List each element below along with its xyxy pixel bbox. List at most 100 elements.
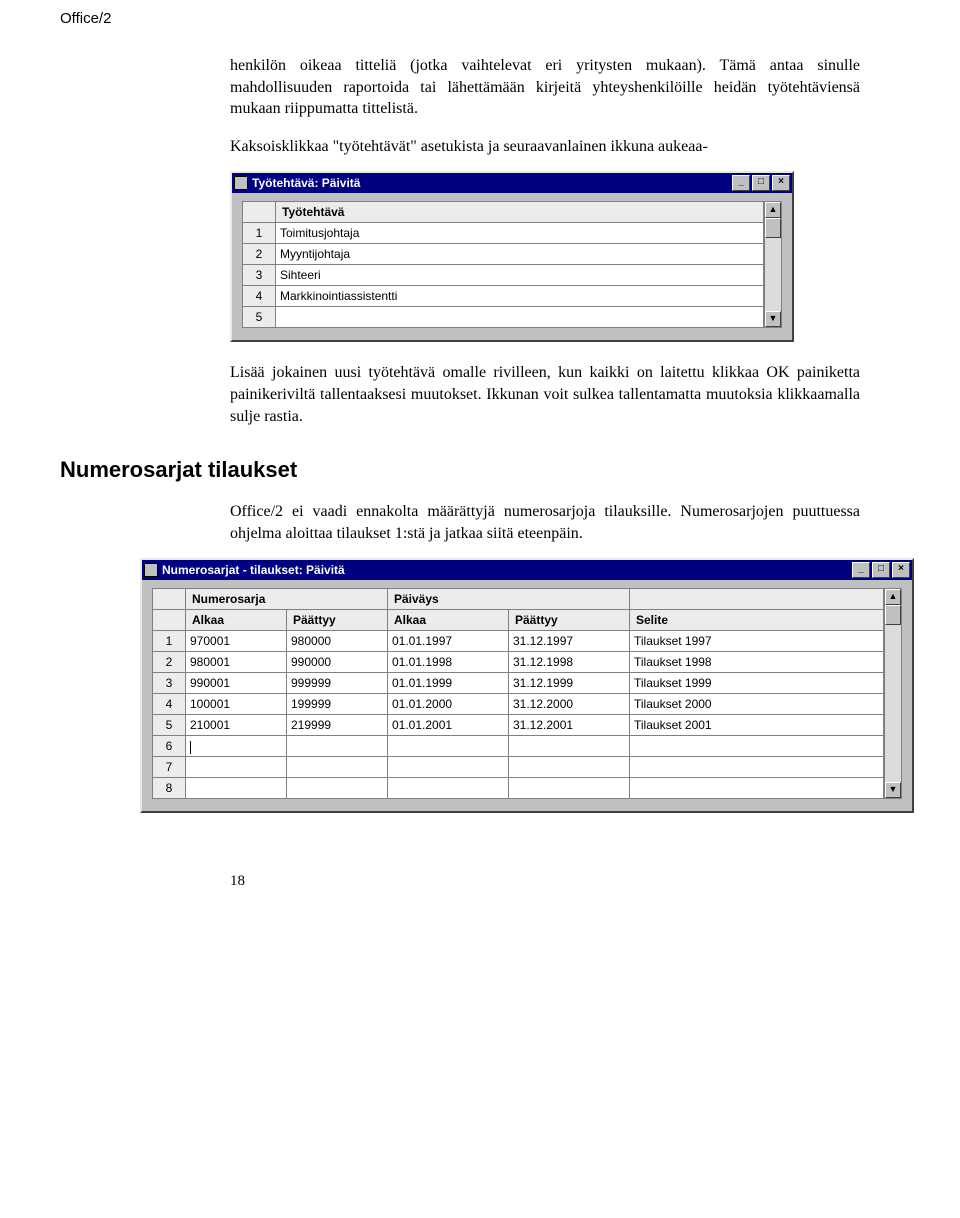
table-row[interactable]: 2 980001 990000 01.01.1998 31.12.1998 Ti… [153, 652, 884, 673]
row-number: 5 [243, 307, 276, 328]
tyotehtava-table[interactable]: Työtehtävä 1 Toimitusjohtaja 2 Myyntijoh… [242, 201, 764, 328]
scroll-down-icon[interactable]: ▼ [765, 311, 781, 327]
paragraph-after-win1: Lisää jokainen uusi työtehtävä omalle ri… [230, 362, 860, 427]
cell-value[interactable]: 01.01.1997 [388, 631, 509, 652]
cell-value[interactable]: Tilaukset 1997 [630, 631, 884, 652]
cell-value[interactable] [186, 736, 287, 757]
scroll-thumb[interactable] [765, 218, 781, 238]
paragraph-intro-2: Kaksoisklikkaa "työtehtävät" asetukista … [230, 136, 860, 158]
cell-value[interactable] [630, 736, 884, 757]
window-tyotehtava: Työtehtävä: Päivitä _ □ × Työtehtävä 1 T… [230, 171, 794, 342]
row-number: 3 [153, 673, 186, 694]
cell-value[interactable] [509, 736, 630, 757]
row-number: 4 [243, 286, 276, 307]
cell-value[interactable] [276, 307, 764, 328]
cell-value[interactable]: 990000 [287, 652, 388, 673]
maximize-button[interactable]: □ [872, 562, 890, 578]
cell-value[interactable]: Tilaukset 1999 [630, 673, 884, 694]
cell-value[interactable]: 01.01.1998 [388, 652, 509, 673]
table-row[interactable]: 6 [153, 736, 884, 757]
table-row[interactable]: 4 100001 199999 01.01.2000 31.12.2000 Ti… [153, 694, 884, 715]
table-row[interactable]: 8 [153, 778, 884, 799]
cell-value[interactable] [287, 757, 388, 778]
cell-value[interactable] [287, 778, 388, 799]
scrollbar[interactable]: ▲ ▼ [764, 201, 782, 328]
table-row[interactable]: 7 [153, 757, 884, 778]
cell-value[interactable] [630, 757, 884, 778]
cell-value[interactable]: 31.12.2000 [509, 694, 630, 715]
cell-value[interactable] [287, 736, 388, 757]
row-number: 8 [153, 778, 186, 799]
table-row[interactable]: 4 Markkinointiassistentti [243, 286, 764, 307]
cell-value[interactable] [509, 778, 630, 799]
cell-value[interactable]: Myyntijohtaja [276, 244, 764, 265]
row-number: 4 [153, 694, 186, 715]
page-number: 18 [230, 873, 900, 890]
section-heading-numerosarjat: Numerosarjat tilaukset [60, 457, 900, 483]
cell-value[interactable] [186, 757, 287, 778]
table-row[interactable]: 3 990001 999999 01.01.1999 31.12.1999 Ti… [153, 673, 884, 694]
close-button[interactable]: × [772, 175, 790, 191]
scroll-up-icon[interactable]: ▲ [885, 589, 901, 605]
numerosarjat-table[interactable]: Numerosarja Päiväys Alkaa Päättyy Alkaa … [152, 588, 884, 799]
paragraph-numerosarjat: Office/2 ei vaadi ennakolta määrättyjä n… [230, 501, 860, 544]
cell-value[interactable]: 999999 [287, 673, 388, 694]
table-row[interactable]: 1 970001 980000 01.01.1997 31.12.1997 Ti… [153, 631, 884, 652]
row-number: 7 [153, 757, 186, 778]
cell-value[interactable]: 31.12.1997 [509, 631, 630, 652]
row-number: 2 [153, 652, 186, 673]
cell-value[interactable]: 980000 [287, 631, 388, 652]
cell-value[interactable] [388, 757, 509, 778]
table-row[interactable]: 5 [243, 307, 764, 328]
minimize-button[interactable]: _ [732, 175, 750, 191]
page-header: Office/2 [60, 10, 900, 27]
cell-value[interactable] [186, 778, 287, 799]
table-row[interactable]: 2 Myyntijohtaja [243, 244, 764, 265]
cell-value[interactable]: Tilaukset 1998 [630, 652, 884, 673]
scroll-thumb[interactable] [885, 605, 901, 625]
cell-value[interactable]: Markkinointiassistentti [276, 286, 764, 307]
cell-value[interactable] [388, 778, 509, 799]
cell-value[interactable]: 01.01.2001 [388, 715, 509, 736]
cell-value[interactable]: Tilaukset 2001 [630, 715, 884, 736]
titlebar[interactable]: Numerosarjat - tilaukset: Päivitä _ □ × [142, 560, 912, 580]
window-title: Numerosarjat - tilaukset: Päivitä [162, 563, 850, 577]
cell-value[interactable] [388, 736, 509, 757]
column-header: Alkaa [186, 610, 287, 631]
close-button[interactable]: × [892, 562, 910, 578]
cell-value[interactable]: 100001 [186, 694, 287, 715]
paragraph-intro-1: henkilön oikeaa titteliä (jotka vaihtele… [230, 55, 860, 120]
cell-value[interactable] [630, 778, 884, 799]
table-row[interactable]: 3 Sihteeri [243, 265, 764, 286]
minimize-button[interactable]: _ [852, 562, 870, 578]
scroll-down-icon[interactable]: ▼ [885, 782, 901, 798]
titlebar[interactable]: Työtehtävä: Päivitä _ □ × [232, 173, 792, 193]
cell-value[interactable]: 31.12.2001 [509, 715, 630, 736]
column-header: Päättyy [287, 610, 388, 631]
cell-value[interactable]: 31.12.1998 [509, 652, 630, 673]
maximize-button[interactable]: □ [752, 175, 770, 191]
cell-value[interactable]: 31.12.1999 [509, 673, 630, 694]
table-row[interactable]: 5 210001 219999 01.01.2001 31.12.2001 Ti… [153, 715, 884, 736]
cell-value[interactable] [509, 757, 630, 778]
cell-value[interactable]: 01.01.1999 [388, 673, 509, 694]
cell-value[interactable]: 01.01.2000 [388, 694, 509, 715]
table-row[interactable]: 1 Toimitusjohtaja [243, 223, 764, 244]
column-header: Päättyy [509, 610, 630, 631]
cell-value[interactable]: Toimitusjohtaja [276, 223, 764, 244]
cell-value[interactable]: 199999 [287, 694, 388, 715]
cell-value[interactable]: 210001 [186, 715, 287, 736]
scrollbar[interactable]: ▲ ▼ [884, 588, 902, 799]
cell-value[interactable]: Sihteeri [276, 265, 764, 286]
cell-value[interactable]: Tilaukset 2000 [630, 694, 884, 715]
row-number: 6 [153, 736, 186, 757]
cell-value[interactable]: 990001 [186, 673, 287, 694]
cell-value[interactable]: 970001 [186, 631, 287, 652]
app-icon [144, 563, 158, 577]
window-numerosarjat: Numerosarjat - tilaukset: Päivitä _ □ × … [140, 558, 914, 813]
cell-value[interactable]: 980001 [186, 652, 287, 673]
cell-value[interactable]: 219999 [287, 715, 388, 736]
scroll-up-icon[interactable]: ▲ [765, 202, 781, 218]
column-header: Selite [630, 610, 884, 631]
row-number: 5 [153, 715, 186, 736]
